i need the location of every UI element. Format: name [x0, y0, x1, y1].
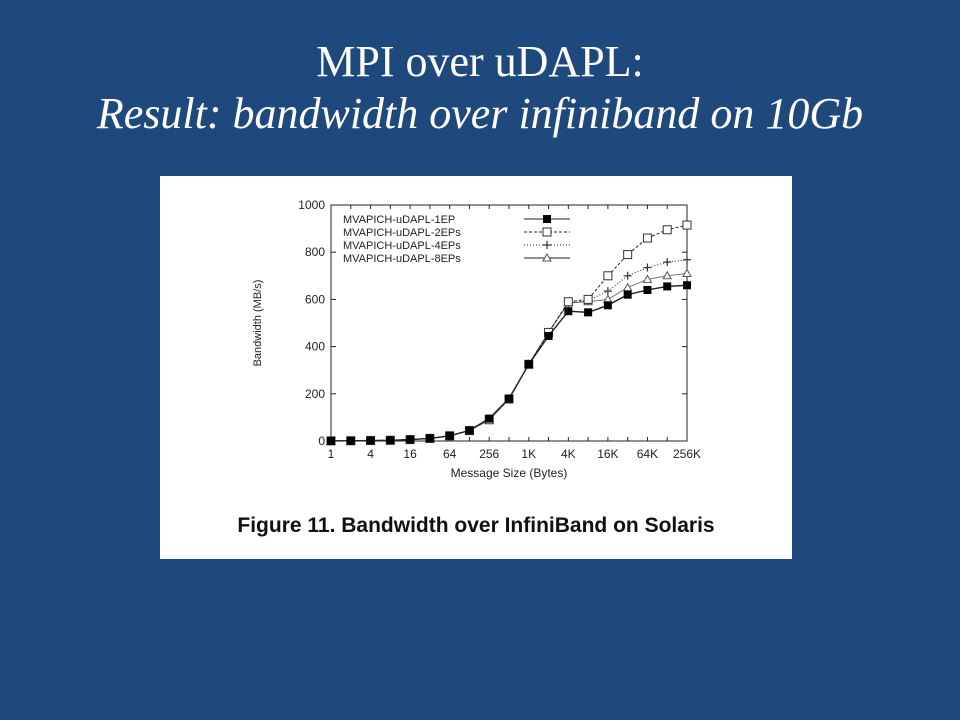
data-point: [603, 271, 613, 281]
data-point: [663, 282, 672, 291]
legend-label: MVAPICH-uDAPL-8EPs: [343, 253, 461, 265]
data-point: [505, 394, 513, 403]
series-line: [330, 284, 688, 442]
data-point: [603, 287, 612, 296]
x-tick-label: 256K: [673, 447, 701, 461]
x-tick-label: 16: [403, 447, 417, 461]
data-point: [543, 215, 551, 223]
x-tick-label: 1K: [521, 447, 536, 461]
slide-title: MPI over uDAPL: Result: bandwidth over i…: [0, 36, 960, 140]
x-tick-label: 256: [479, 447, 499, 461]
x-tick-label: 16K: [597, 447, 618, 461]
legend-label: MVAPICH-uDAPL-2EPs: [343, 227, 461, 239]
data-point: [623, 250, 633, 260]
series-mvapich-udapl-8eps: [326, 268, 692, 445]
y-tick-label: 1000: [298, 198, 325, 212]
slide-title-line1: MPI over uDAPL:: [316, 37, 644, 86]
data-point: [543, 241, 551, 249]
data-point: [465, 426, 474, 435]
data-point: [327, 436, 335, 445]
data-point: [584, 308, 593, 317]
data-point: [623, 290, 632, 299]
series-line: [330, 272, 688, 442]
data-point: [682, 268, 692, 277]
data-point: [682, 220, 692, 230]
data-point: [683, 255, 691, 264]
data-point: [663, 258, 672, 267]
legend-label: MVAPICH-uDAPL-4EPs: [343, 240, 461, 252]
series-mvapich-udapl-1ep: [327, 281, 691, 445]
data-point: [346, 436, 355, 445]
x-tick-label: 64: [443, 447, 457, 461]
data-point: [662, 225, 672, 235]
x-tick-label: 64K: [637, 447, 658, 461]
data-point: [425, 434, 434, 443]
y-axis-label: Bandwidth (MB/s): [252, 280, 264, 367]
data-point: [524, 360, 533, 369]
data-point: [485, 414, 494, 423]
legend-label: MVAPICH-uDAPL-1EP: [343, 214, 455, 226]
legend-entry: MVAPICH-uDAPL-1EP: [343, 214, 570, 226]
figure-caption: Figure 11. Bandwidth over InfiniBand on …: [237, 514, 715, 537]
series-line: [330, 259, 688, 442]
x-axis-label: Message Size (Bytes): [451, 466, 568, 480]
data-point: [622, 282, 633, 292]
figure-image: 0 200 400 600 800 1000 1 4 16 64 256 1K 4K 16K 64K 256K…: [160, 176, 792, 559]
y-tick-label: 800: [305, 245, 325, 259]
data-point: [583, 294, 593, 304]
legend-entry: MVAPICH-uDAPL-2EPs: [343, 227, 570, 239]
y-tick-label: 600: [305, 292, 325, 306]
x-tick-label: 4K: [561, 447, 576, 461]
data-point: [544, 331, 553, 340]
data-point: [643, 285, 652, 294]
data-point: [563, 297, 573, 307]
data-point: [542, 227, 552, 237]
bandwidth-chart: 0 200 400 600 800 1000 1 4 16 64 256 1K 4K 16K 64K 256K…: [252, 198, 701, 480]
y-tick-label: 200: [305, 387, 325, 401]
data-point: [603, 301, 612, 310]
data-point: [406, 435, 415, 444]
slide-subtitle: Result: bandwidth over infiniband on 10G…: [96, 89, 864, 138]
x-tick-label: 4: [367, 447, 374, 461]
data-point: [564, 307, 573, 316]
data-point: [643, 263, 652, 272]
data-point: [445, 431, 454, 440]
data-point: [623, 271, 632, 280]
data-point: [662, 270, 673, 280]
data-point: [386, 436, 395, 445]
data-point: [683, 281, 691, 290]
data-point: [642, 274, 653, 283]
legend-entry: MVAPICH-uDAPL-4EPs: [343, 240, 570, 252]
y-tick-label: 0: [318, 434, 325, 448]
data-point: [542, 252, 552, 262]
data-point: [366, 436, 375, 445]
data-point: [642, 233, 652, 243]
legend-entry: MVAPICH-uDAPL-8EPs: [343, 252, 570, 265]
x-tick-label: 1: [328, 447, 335, 461]
y-tick-label: 400: [305, 340, 325, 354]
